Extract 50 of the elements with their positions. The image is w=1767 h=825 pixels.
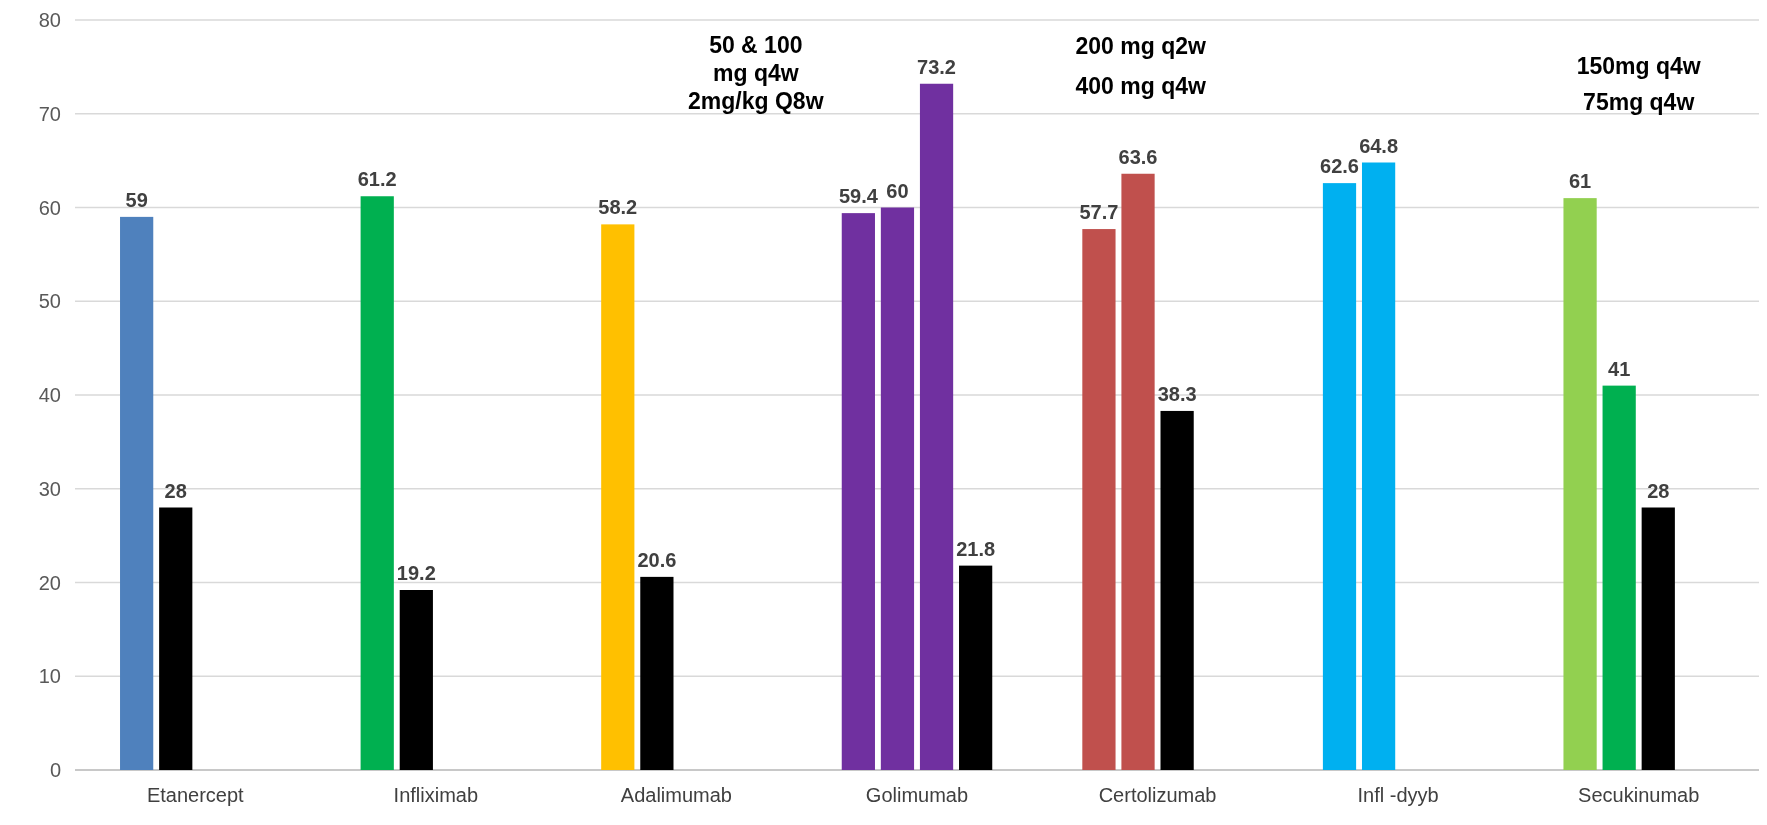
data-label: 38.3 xyxy=(1157,382,1197,405)
x-tick-label: Adalimumab xyxy=(620,784,733,806)
data-label: 20.6 xyxy=(637,548,677,571)
bar xyxy=(601,224,635,770)
data-label: 64.8 xyxy=(1359,134,1399,157)
data-label: 62.6 xyxy=(1320,155,1359,178)
annotation: 50 & 100 mg q4w 2mg/kg Q8w xyxy=(688,31,824,114)
y-tick-label: 40 xyxy=(38,384,61,406)
data-label: 59.4 xyxy=(838,185,879,208)
data-label: 28 xyxy=(164,479,187,502)
y-tick-label: 60 xyxy=(38,196,61,219)
x-tick-label: Infl -dyyb xyxy=(1357,784,1439,806)
bar xyxy=(399,590,433,770)
bar xyxy=(1563,198,1597,770)
x-tick-label: Golimumab xyxy=(865,784,969,806)
annotation: 150mg q4w 75mg q4w xyxy=(1576,53,1701,116)
bar xyxy=(360,196,394,770)
data-label: 63.6 xyxy=(1118,145,1158,168)
bar xyxy=(1322,183,1357,770)
data-label: 21.8 xyxy=(956,537,996,560)
data-label: 58.2 xyxy=(598,196,638,219)
y-tick-label: 30 xyxy=(38,477,61,500)
bar xyxy=(640,576,674,770)
y-tick-label: 0 xyxy=(49,759,61,781)
x-tick-label: Infliximab xyxy=(393,784,479,806)
bar xyxy=(959,565,993,770)
data-label: 61.2 xyxy=(357,168,397,191)
bar xyxy=(120,216,154,770)
bar xyxy=(159,507,193,770)
data-label: 57.7 xyxy=(1079,201,1119,224)
data-label: 61 xyxy=(1568,170,1592,193)
data-label: 73.2 xyxy=(917,55,957,78)
y-tick-label: 50 xyxy=(38,290,61,313)
bar xyxy=(1641,507,1675,770)
data-label: 60 xyxy=(886,179,909,202)
y-tick-label: 20 xyxy=(38,571,61,594)
data-label: 59 xyxy=(125,188,148,211)
x-tick-label: Etanercept xyxy=(146,784,245,806)
y-tick-label: 80 xyxy=(38,9,61,31)
x-tick-label: Certolizumab xyxy=(1098,784,1217,806)
data-label: 28 xyxy=(1647,479,1670,502)
data-label: 41 xyxy=(1608,357,1631,380)
y-tick-label: 10 xyxy=(38,665,61,688)
annotation: 200 mg q2w 400 mg q4w xyxy=(1075,32,1207,99)
bar xyxy=(1160,410,1194,770)
bar xyxy=(841,213,875,770)
data-label: 19.2 xyxy=(396,562,436,584)
y-tick-label: 70 xyxy=(38,102,61,125)
x-tick-label: Secukinumab xyxy=(1578,784,1700,806)
bar xyxy=(1082,229,1116,770)
